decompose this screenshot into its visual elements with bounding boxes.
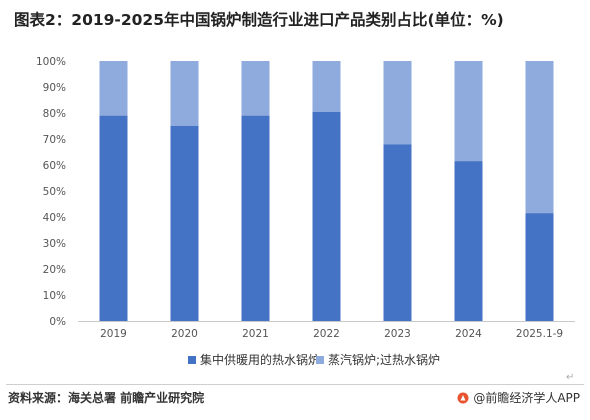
bar-segment-steam-boiler <box>525 61 554 214</box>
bar-segment-steam-boiler <box>312 61 341 112</box>
y-tick-label: 40% <box>43 212 66 224</box>
source-note: 资料来源：海关总署 前瞻产业研究院 <box>8 391 205 405</box>
bar-series-group <box>99 61 554 321</box>
bar-segment-hot-water-boiler <box>170 126 199 321</box>
bar-segment-hot-water-boiler <box>312 111 341 321</box>
bar-segment-steam-boiler <box>99 61 128 116</box>
y-tick-label: 20% <box>43 264 66 276</box>
y-tick-label: 80% <box>43 108 66 120</box>
y-tick-label: 70% <box>43 134 66 146</box>
legend-swatch <box>316 356 324 364</box>
stacked-bar-chart: 0%10%20%30%40%50%60%70%80%90%100% 2019 20… <box>36 56 575 367</box>
legend: 集中供暖用的热水锅炉 蒸汽锅炉;过热水锅炉 <box>188 352 440 367</box>
x-tick-label: 2024 <box>455 328 482 340</box>
y-tick-label: 60% <box>43 160 66 172</box>
legend-swatch <box>188 356 196 364</box>
bar-segment-hot-water-boiler <box>241 115 270 321</box>
y-tick-label: 30% <box>43 238 66 250</box>
y-axis: 0% 10% 20% 30% 40% 50% 60% 70% 80% 90% 100% <box>36 56 66 328</box>
legend-label: 蒸汽锅炉;过热水锅炉 <box>328 352 440 367</box>
x-tick-label: 2021 <box>242 328 269 340</box>
x-axis: 2019 2020 2021 2022 2023 2024 2025.1-9 <box>78 321 575 340</box>
return-mark: ↵ <box>566 372 575 383</box>
bar-segment-hot-water-boiler <box>454 161 483 321</box>
brand-credit: @前瞻经济学人APP <box>457 389 580 406</box>
x-tick-label: 2022 <box>313 328 340 340</box>
x-tick-label: 2019 <box>100 328 127 340</box>
footer: ↵ 资料来源：海关总署 前瞻产业研究院 @前瞻经济学人APP <box>0 372 590 420</box>
bar-segment-hot-water-boiler <box>99 115 128 321</box>
bar-segment-hot-water-boiler <box>383 144 412 321</box>
y-tick-label: 0% <box>49 316 66 328</box>
bar-segment-steam-boiler <box>383 61 412 145</box>
y-tick-label: 50% <box>43 186 66 198</box>
legend-label: 集中供暖用的热水锅炉 <box>200 352 320 367</box>
footer-divider <box>6 384 584 385</box>
x-tick-label: 2020 <box>171 328 198 340</box>
brand-text: @前瞻经济学人APP <box>473 391 580 405</box>
chart-title: 图表2：2019-2025年中国锅炉制造行业进口产品类别占比(单位：%) <box>14 11 504 29</box>
x-tick-label: 2023 <box>384 328 411 340</box>
y-tick-label: 90% <box>43 82 66 94</box>
bar-segment-steam-boiler <box>170 61 199 126</box>
bar-segment-steam-boiler <box>241 61 270 116</box>
bar-segment-hot-water-boiler <box>525 213 554 321</box>
brand-logo-icon <box>457 392 469 403</box>
x-tick-label: 2025.1-9 <box>516 328 563 340</box>
y-tick-label: 100% <box>36 56 66 68</box>
y-tick-label: 10% <box>43 290 66 302</box>
bar-segment-steam-boiler <box>454 61 483 162</box>
